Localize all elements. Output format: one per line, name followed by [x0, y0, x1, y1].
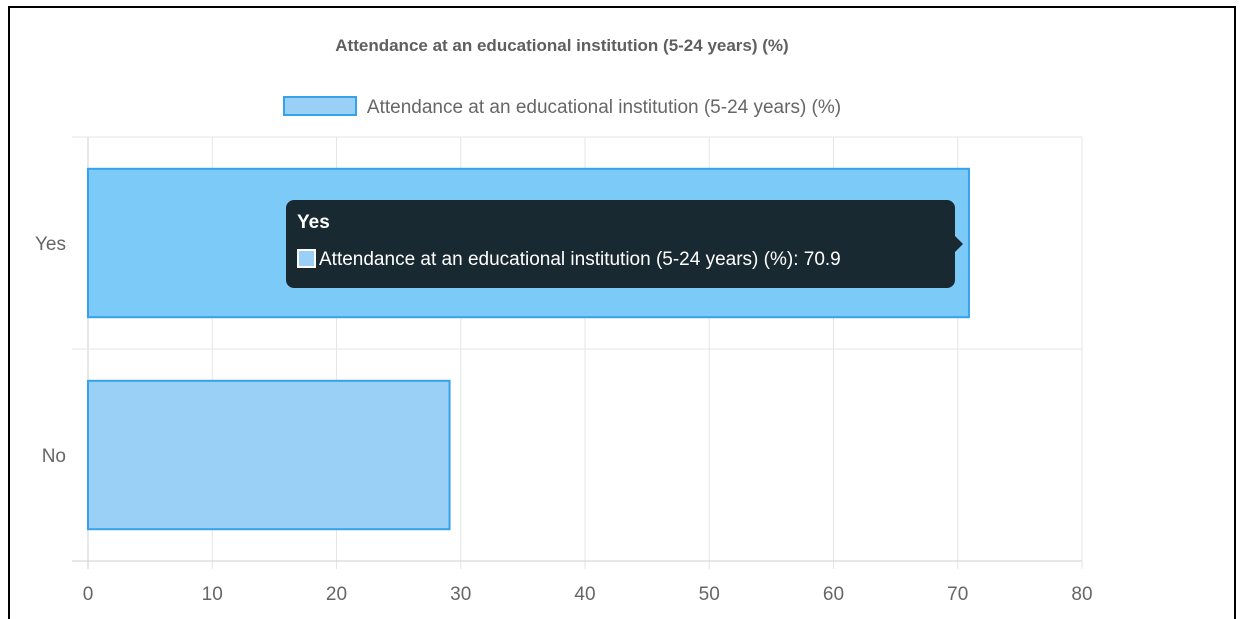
x-tick-label: 40 [574, 584, 595, 605]
bar-no[interactable] [87, 379, 451, 531]
chart-title: Attendance at an educational institution… [335, 36, 789, 55]
x-tick-label: 0 [83, 584, 94, 605]
legend-label[interactable]: Attendance at an educational institution… [366, 97, 842, 118]
x-tick-label: 60 [823, 584, 844, 605]
x-tick-label: 30 [450, 584, 471, 605]
tooltip-line: Attendance at an educational institution… [297, 249, 841, 271]
x-tick-label: 80 [1071, 584, 1092, 605]
tooltip-swatch [297, 249, 316, 268]
y-tick-label: No [42, 446, 66, 467]
x-tick-label: 50 [699, 584, 720, 605]
legend[interactable]: Attendance at an educational institution… [0, 96, 1124, 119]
tooltip: Yes Attendance at an educational institu… [286, 200, 963, 288]
x-tick-label: 20 [326, 584, 347, 605]
x-tick-label: 10 [202, 584, 223, 605]
tooltip-title: Yes [297, 212, 330, 233]
x-tick-label: 70 [947, 584, 968, 605]
tooltip-text: Attendance at an educational institution… [319, 249, 841, 270]
legend-swatch[interactable] [282, 96, 357, 116]
y-tick-label: Yes [35, 234, 66, 255]
axes: 0 10 20 30 40 50 60 70 80 Yes No [35, 234, 1093, 605]
